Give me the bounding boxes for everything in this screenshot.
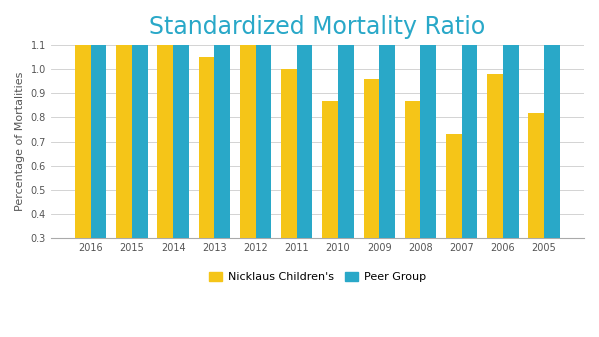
Bar [240, 26, 256, 238]
Bar [256, 98, 271, 238]
Legend: Nicklaus Children's, Peer Group: Nicklaus Children's, Peer Group [204, 267, 430, 286]
Bar [379, 26, 395, 238]
Bar [173, 4, 189, 238]
Bar [90, 6, 107, 238]
Bar [487, 74, 503, 238]
Bar [405, 100, 420, 238]
Bar [158, 96, 173, 238]
Bar [214, 19, 230, 238]
Bar [158, 23, 173, 238]
Bar [446, 207, 462, 238]
Bar [544, 0, 559, 238]
Bar [503, 0, 519, 238]
Bar [462, 0, 477, 238]
Bar [544, 69, 559, 238]
Bar [322, 173, 338, 238]
Bar [446, 134, 462, 238]
Bar [173, 76, 189, 238]
Bar [364, 79, 379, 238]
Y-axis label: Percentage of Mortalities: Percentage of Mortalities [15, 72, 25, 211]
Bar [528, 185, 544, 238]
Bar [75, 40, 90, 238]
Bar [116, 0, 132, 238]
Bar [379, 98, 395, 238]
Bar [297, 33, 313, 238]
Bar [199, 129, 214, 238]
Bar [420, 79, 436, 238]
Bar [487, 146, 503, 238]
Bar [420, 6, 436, 238]
Title: Standardized Mortality Ratio: Standardized Mortality Ratio [149, 15, 486, 39]
Bar [297, 105, 313, 238]
Bar [338, 89, 353, 238]
Bar [281, 69, 297, 238]
Bar [240, 98, 256, 238]
Bar [132, 0, 147, 238]
Bar [405, 173, 420, 238]
Bar [90, 79, 107, 238]
Bar [503, 69, 519, 238]
Bar [462, 67, 477, 238]
Bar [75, 113, 90, 238]
Bar [281, 142, 297, 238]
Bar [528, 113, 544, 238]
Bar [256, 26, 271, 238]
Bar [199, 57, 214, 238]
Bar [132, 69, 147, 238]
Bar [214, 91, 230, 238]
Bar [116, 72, 132, 238]
Bar [364, 151, 379, 238]
Bar [322, 100, 338, 238]
Bar [338, 16, 353, 238]
